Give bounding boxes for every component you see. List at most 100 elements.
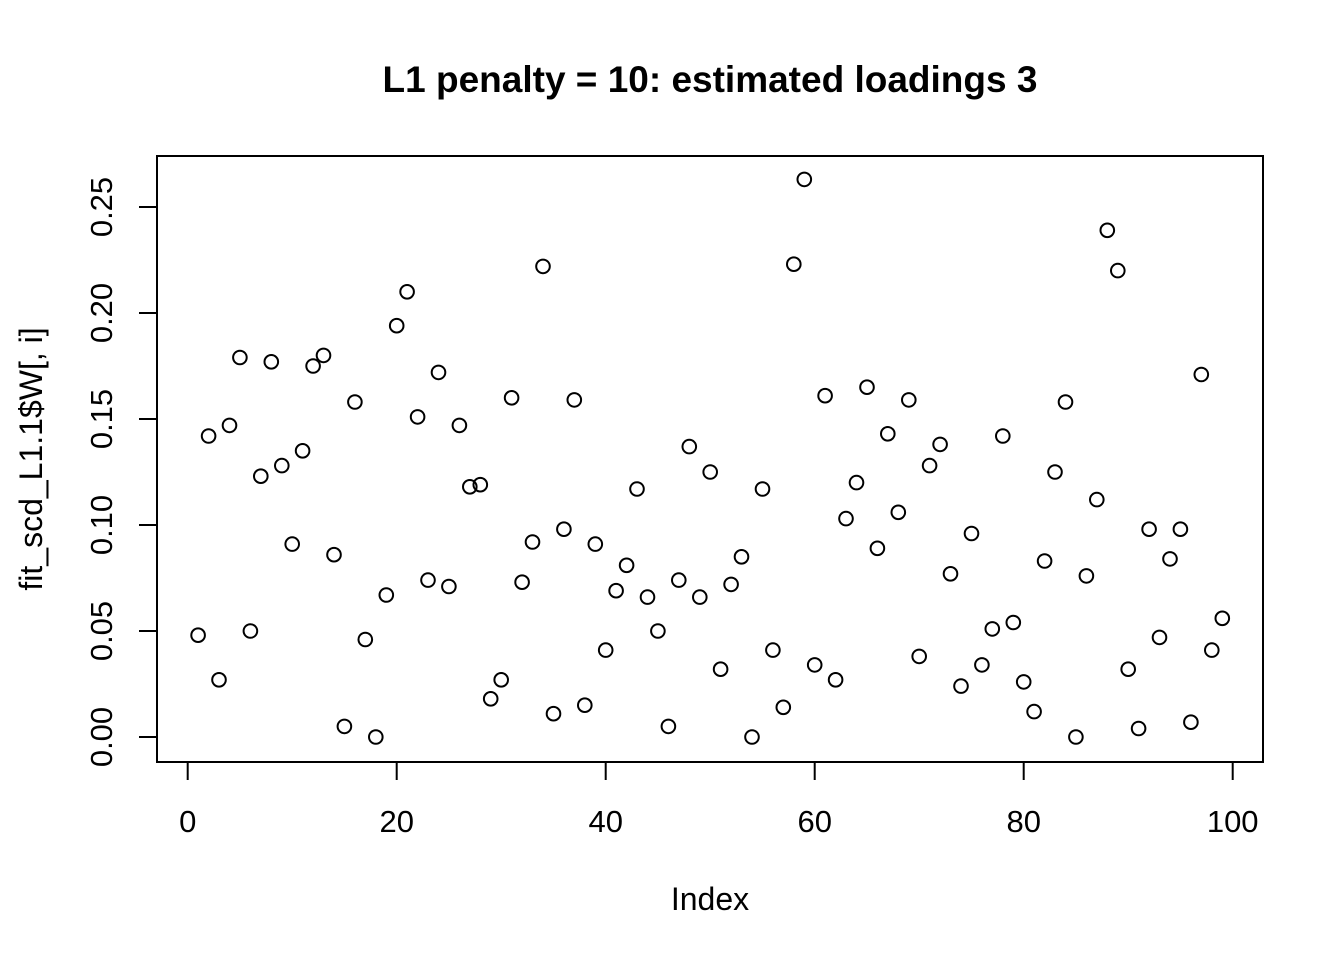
data-point — [1005, 614, 1022, 631]
data-point — [263, 354, 280, 370]
data-point — [211, 672, 227, 688]
data-point — [963, 525, 980, 542]
data-point — [984, 621, 1001, 637]
data-point — [399, 284, 415, 300]
data-point — [911, 648, 928, 665]
data-point — [200, 428, 217, 444]
data-point — [493, 672, 510, 688]
data-point — [357, 631, 374, 648]
data-point — [712, 661, 729, 678]
data-point — [368, 729, 384, 745]
data-point — [618, 557, 635, 574]
data-point — [514, 574, 530, 591]
data-point — [817, 387, 833, 404]
data-point — [1036, 553, 1053, 569]
data-point — [608, 582, 624, 599]
x-tick-label: 20 — [379, 804, 413, 839]
data-point — [274, 457, 290, 474]
data-point — [744, 729, 760, 745]
data-point — [472, 476, 489, 493]
data-point — [336, 718, 353, 735]
data-point — [1099, 222, 1116, 239]
data-point — [723, 576, 739, 593]
data-points — [190, 171, 1231, 745]
data-point — [482, 691, 499, 707]
data-point — [441, 578, 457, 595]
data-point — [524, 534, 541, 550]
data-point — [1047, 464, 1063, 480]
y-tick-label: 0.15 — [84, 389, 119, 449]
data-point — [252, 468, 269, 485]
data-point — [1193, 366, 1210, 383]
data-point — [1172, 521, 1189, 538]
data-point — [315, 347, 332, 364]
data-point — [556, 521, 572, 538]
y-tick-label: 0.20 — [84, 283, 119, 343]
data-point — [629, 481, 645, 497]
data-point — [775, 699, 792, 716]
data-point — [545, 705, 562, 722]
y-tick-label: 0.00 — [84, 707, 119, 767]
data-point — [995, 428, 1011, 444]
data-point — [890, 504, 907, 521]
data-point — [765, 642, 781, 658]
data-point — [232, 349, 248, 366]
data-point — [650, 623, 666, 639]
data-point — [848, 474, 865, 491]
data-point — [639, 589, 656, 605]
data-point — [921, 457, 938, 474]
data-point — [838, 510, 854, 527]
data-point — [681, 438, 698, 455]
data-point — [901, 392, 917, 408]
plot-box — [156, 155, 1264, 763]
data-point — [1120, 661, 1136, 678]
data-point — [462, 479, 478, 495]
data-point — [284, 536, 301, 552]
y-tick-label: 0.05 — [84, 601, 119, 661]
data-point — [796, 171, 813, 188]
x-tick-label: 0 — [179, 804, 196, 839]
y-tick-label: 0.10 — [84, 495, 119, 555]
data-point — [347, 394, 363, 410]
data-point — [451, 417, 468, 434]
data-point — [503, 390, 520, 406]
chart-title: L1 penalty = 10: estimated loadings 3 — [383, 59, 1038, 100]
data-point — [378, 587, 395, 603]
x-tick-label: 80 — [1006, 804, 1040, 839]
data-point — [1214, 610, 1231, 627]
y-tick-label: 0.25 — [84, 177, 119, 237]
data-point — [1068, 729, 1084, 745]
data-point — [1078, 568, 1095, 584]
data-point — [692, 589, 708, 605]
data-point — [1141, 521, 1157, 538]
data-point — [671, 572, 687, 588]
data-point — [242, 623, 259, 639]
data-point — [1089, 491, 1105, 508]
data-point — [880, 426, 896, 442]
data-point — [1204, 642, 1220, 658]
data-point — [294, 443, 311, 459]
x-tick-label: 60 — [797, 804, 831, 839]
data-point — [566, 392, 583, 408]
data-point — [1057, 394, 1074, 410]
x-axis: 0 20 40 60 80 100 — [179, 762, 1259, 839]
data-point — [577, 697, 593, 714]
data-point — [420, 572, 436, 588]
data-point — [388, 317, 405, 334]
data-point — [1026, 703, 1042, 720]
data-point — [430, 364, 447, 381]
data-point — [1110, 262, 1126, 279]
data-point — [786, 256, 802, 273]
data-point — [221, 417, 238, 434]
data-point — [869, 540, 886, 557]
data-point — [859, 379, 875, 396]
x-axis-label: Index — [671, 881, 749, 917]
data-point — [942, 566, 959, 582]
data-point — [535, 258, 551, 275]
data-point — [190, 627, 206, 644]
data-point — [305, 358, 321, 374]
data-point — [1183, 714, 1199, 731]
data-point — [702, 464, 719, 480]
